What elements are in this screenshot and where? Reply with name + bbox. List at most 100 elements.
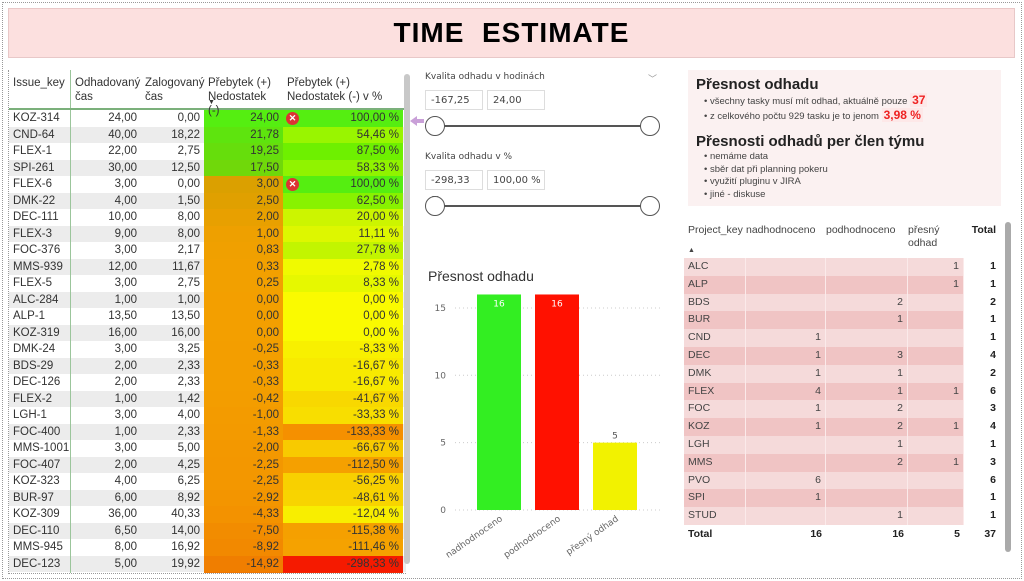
exact-count <box>908 400 964 419</box>
table-row[interactable]: DEC-111 10,00 8,00 2,00 20,00 % <box>9 209 406 226</box>
logged-time: 8,00 <box>177 227 200 240</box>
slicer-percent-max-handle[interactable] <box>640 196 660 216</box>
project-key: SPI <box>684 489 746 508</box>
table-row[interactable]: DEC-126 2,00 2,33 -0,33 -16,67 % <box>9 374 406 391</box>
diff-pct-cell: -41,67 % <box>283 390 403 407</box>
table-row[interactable]: KOZ-319 16,00 16,00 0,00 0,00 % <box>9 324 406 341</box>
table-row[interactable]: KOZ-323 4,00 6,25 -2,25 -56,25 % <box>9 473 406 490</box>
table-row[interactable]: FOC-376 3,00 2,17 0,83 27,78 % <box>9 242 406 259</box>
table-row[interactable]: FLEX-1 22,00 2,75 19,25 87,50 % <box>9 143 406 160</box>
table-row[interactable]: ALP-1 13,50 13,50 0,00 0,00 % <box>9 308 406 325</box>
col-logged[interactable]: Zalogovaný čas <box>145 77 205 103</box>
diff-pct-cell: -12,04 % <box>283 506 403 523</box>
table-row[interactable]: BDS-29 2,00 2,33 -0,33 -16,67 % <box>9 357 406 374</box>
slicer-hours-max-handle[interactable] <box>640 116 660 136</box>
matrix-row[interactable]: DMK 1 1 2 <box>684 364 999 383</box>
table-row[interactable]: FOC-400 1,00 2,33 -1,33 -133,33 % <box>9 423 406 440</box>
diff-pct-cell: 11,11 % <box>283 225 403 242</box>
estimated-time: 3,00 <box>114 409 137 421</box>
matrix-col-under[interactable]: podhodnoceno <box>826 224 896 236</box>
matrix-row[interactable]: PVO 6 6 <box>684 471 999 490</box>
table-row[interactable]: SPI-261 30,00 12,50 17,50 58,33 % <box>9 159 406 176</box>
matrix-col-over[interactable]: nadhodnoceno <box>746 224 816 236</box>
bar-nadhodnoceno[interactable] <box>477 294 521 510</box>
x-tick-label: přesný odhad <box>565 514 621 557</box>
estimated-time: 2,00 <box>114 359 137 372</box>
table-row[interactable]: FOC-407 2,00 4,25 -2,25 -112,50 % <box>9 456 406 473</box>
col-issue-key[interactable]: Issue_key <box>9 70 71 108</box>
table-row[interactable]: DMK-24 3,00 3,25 -0,25 -8,33 % <box>9 341 406 358</box>
matrix-row[interactable]: SPI 1 1 <box>684 489 999 508</box>
diff-value: -0,42 <box>204 390 283 407</box>
issue-key: BUR-97 <box>9 489 71 506</box>
col-estimated[interactable]: Odhadovaný čas <box>75 77 141 103</box>
table-row[interactable]: FLEX-6 3,00 0,00 3,00 ✕ 100,00 % <box>9 176 406 193</box>
matrix-row[interactable]: CND 1 1 <box>684 329 999 347</box>
matrix-col-total[interactable]: Total <box>964 218 996 258</box>
table-row[interactable]: MMS-945 8,00 16,92 -8,92 -111,46 % <box>9 539 406 556</box>
matrix-row[interactable]: MMS 2 1 3 <box>684 453 999 472</box>
slicer-percent-max-input[interactable]: 100,00 % <box>487 170 545 190</box>
total-all: 37 <box>964 524 996 543</box>
exact-count <box>908 311 964 330</box>
diff-pct: 27,78 % <box>356 244 399 256</box>
table-row[interactable]: STUD-147,0026,67-19,67-280,95 % <box>9 572 406 573</box>
table-row[interactable]: BUR-97 6,00 8,92 -2,92 -48,61 % <box>9 489 406 506</box>
slicer-hours-max-input[interactable]: 24,00 <box>487 90 545 110</box>
matrix-row[interactable]: KOZ 1 2 1 4 <box>684 418 999 436</box>
table-row[interactable]: ALC-284 1,00 1,00 0,00 0,00 % <box>9 291 406 308</box>
matrix-row[interactable]: ALP 1 1 <box>684 275 999 294</box>
bar-přesný-odhad[interactable] <box>593 442 637 510</box>
matrix-col-project[interactable]: Project_key ▲ <box>684 218 746 258</box>
slicer-hours-min-handle[interactable] <box>425 116 445 136</box>
matrix-row[interactable]: DEC 1 3 4 <box>684 346 999 365</box>
table-row[interactable]: MMS-1001 3,00 5,00 -2,00 -66,67 % <box>9 440 406 457</box>
table-row[interactable]: FLEX-5 3,00 2,75 0,25 8,33 % <box>9 275 406 292</box>
slicer-hours-track[interactable] <box>425 114 660 138</box>
row-total: 3 <box>964 400 996 419</box>
col-diff-pct[interactable]: Přebytek (+) Nedostatek (-) v % <box>287 77 383 103</box>
estimated-time: 7,00 <box>71 572 141 573</box>
slicer-percent-track[interactable] <box>425 194 660 218</box>
issue-key: MMS-939 <box>9 258 71 275</box>
y-tick-label: 5 <box>440 439 446 449</box>
matrix-row[interactable]: FOC 1 2 3 <box>684 400 999 419</box>
matrix-row[interactable]: FLEX 4 1 1 6 <box>684 382 999 401</box>
table-row[interactable]: MMS-939 12,00 11,67 0,33 2,78 % <box>9 258 406 275</box>
slicer-percent-min-handle[interactable] <box>425 196 445 216</box>
issue-key: KOZ-319 <box>9 324 71 341</box>
diff-value: 17,50 <box>204 159 283 176</box>
estimated-time: 5,00 <box>114 557 137 570</box>
diff-pct: 20,00 % <box>356 211 399 223</box>
matrix-row[interactable]: BUR 1 1 <box>684 311 999 330</box>
matrix-row[interactable]: LGH 1 1 <box>684 435 999 454</box>
project-key: ALP <box>684 275 746 294</box>
matrix-col-exact[interactable]: přesný odhad <box>908 224 940 249</box>
matrix-row[interactable]: BDS 2 2 <box>684 293 999 312</box>
row-total: 1 <box>964 507 996 525</box>
over-count <box>746 258 826 276</box>
table-row[interactable]: KOZ-309 36,00 40,33 -4,33 -12,04 % <box>9 506 406 523</box>
table-row[interactable]: DEC-110 6,50 14,00 -7,50 -115,38 % <box>9 522 406 539</box>
col-diff[interactable]: Přebytek (+) Nedostatek (-) ▼ <box>204 70 283 117</box>
table-scrollbar[interactable] <box>404 74 410 564</box>
matrix-row[interactable]: ALC 1 1 <box>684 258 999 276</box>
matrix-scrollbar[interactable] <box>1005 222 1011 552</box>
note-item: nemáme data <box>704 151 993 164</box>
bar-podhodnoceno[interactable] <box>535 294 579 510</box>
slicer-hours-min-input[interactable]: -167,25 <box>425 90 483 110</box>
sort-asc-icon: ▲ <box>688 247 695 254</box>
diff-pct-cell: -33,33 % <box>283 407 403 424</box>
matrix-row[interactable]: STUD 1 1 <box>684 507 999 525</box>
diff-pct-cell: 0,00 % <box>283 308 403 325</box>
table-row[interactable]: DMK-22 4,00 1,50 2,50 62,50 % <box>9 192 406 209</box>
table-row[interactable]: KOZ-314 24,00 0,00 24,00 ✕ 100,00 % <box>9 110 406 127</box>
table-row[interactable]: DEC-123 5,00 19,92 -14,92 -298,33 % <box>9 555 406 572</box>
table-row[interactable]: FLEX-3 9,00 8,00 1,00 11,11 % <box>9 225 406 242</box>
table-row[interactable]: CND-64 40,00 18,22 21,78 54,46 % <box>9 126 406 143</box>
slicer-percent-min-input[interactable]: -298,33 % <box>425 170 483 206</box>
table-row[interactable]: LGH-1 3,00 4,00 -1,00 -33,33 % <box>9 407 406 424</box>
table-row[interactable]: FLEX-2 1,00 1,42 -0,42 -41,67 % <box>9 390 406 407</box>
chevron-down-icon[interactable]: ﹀ <box>648 75 658 85</box>
